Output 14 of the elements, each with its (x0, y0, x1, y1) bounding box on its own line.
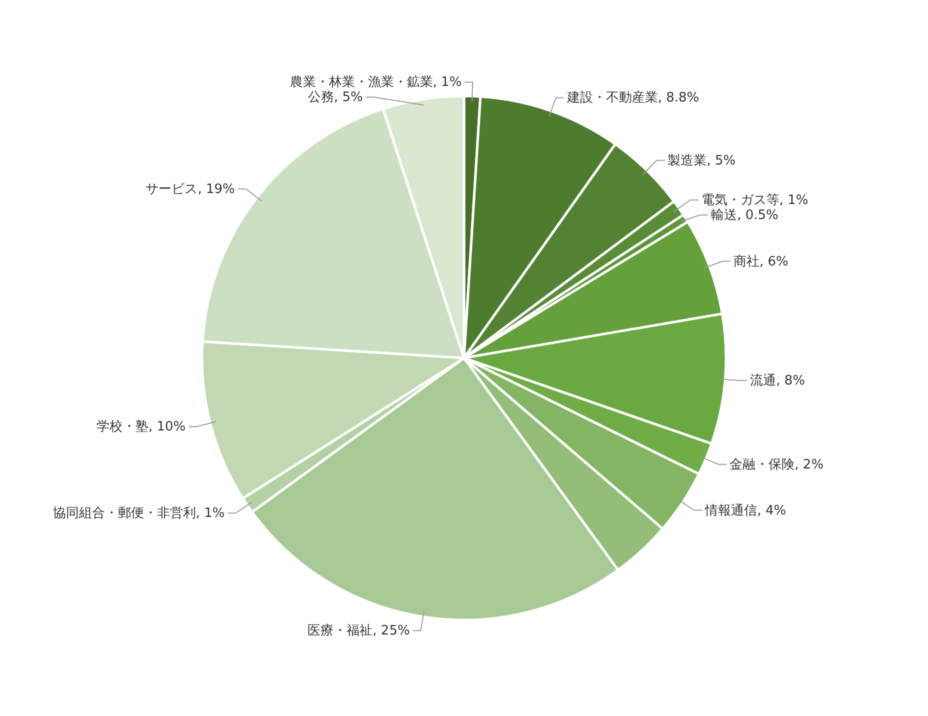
slice-label: 協同組合・郵便・非営利, 1% (52, 506, 225, 522)
slice-label: 製造業, 5% (668, 153, 736, 168)
slice-label: 学校・塾, 10% (96, 420, 186, 435)
slice-label: 輸送, 0.5% (711, 208, 778, 224)
slice-label: 流通, 8% (750, 372, 805, 389)
slice-label: サービス, 19% (146, 182, 235, 197)
slice-label: 医療・福祉, 25% (308, 624, 410, 639)
slice-label: 公務, 5% (308, 90, 363, 106)
slice-label: 建設・不動産業, 8.8% (566, 90, 700, 106)
slice-label: 電気・ガス等, 1% (701, 193, 808, 208)
slice-label: 農業・林業・漁業・鉱業, 1% (290, 75, 462, 90)
slice-label: 商社, 6% (733, 254, 788, 270)
slice-label: 情報通信, 4% (704, 503, 786, 518)
slice-label: 金融・保険, 2% (730, 457, 824, 472)
